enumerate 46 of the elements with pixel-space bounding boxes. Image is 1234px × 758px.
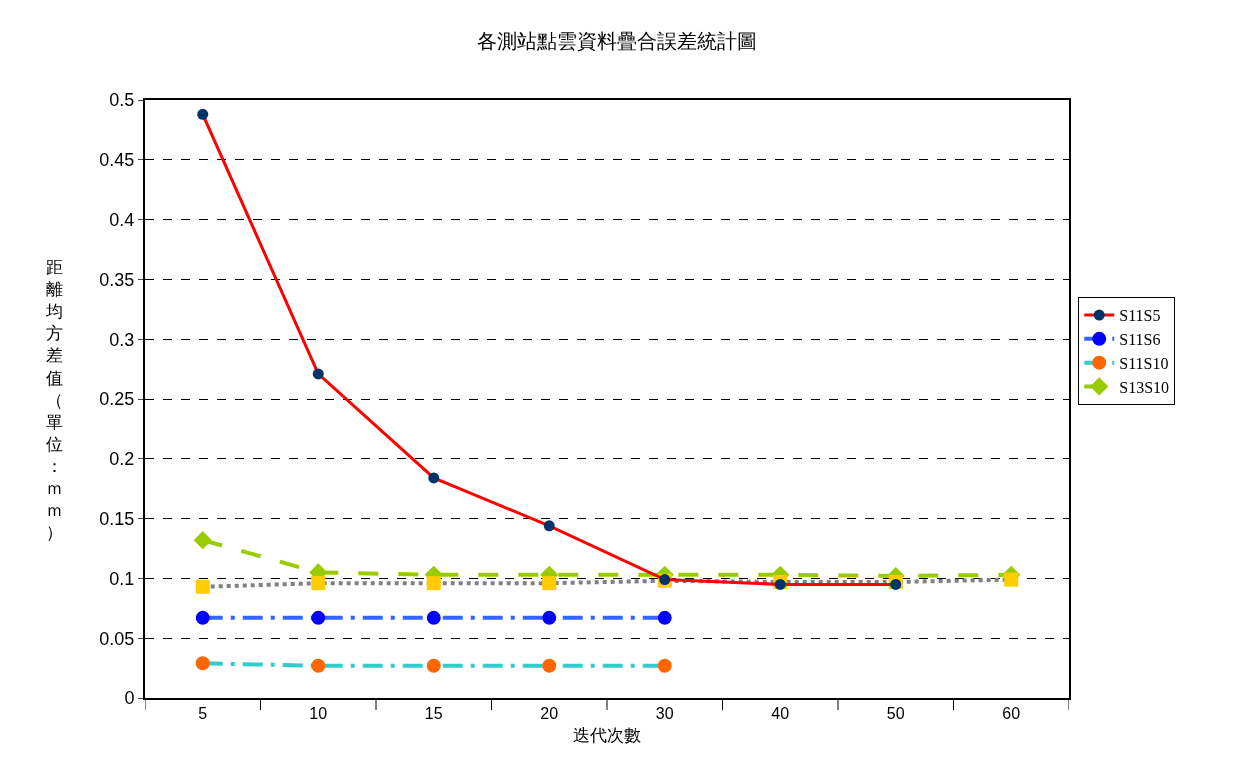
y-tick-label: 0.45 — [99, 150, 135, 171]
point — [195, 610, 210, 625]
y-tick-label: 0.2 — [109, 449, 135, 470]
point — [428, 472, 440, 484]
x-tick-label: 60 — [1002, 705, 1021, 723]
x-tick-label: 20 — [540, 705, 559, 723]
point — [426, 576, 441, 591]
x-tick-label: 10 — [309, 705, 328, 723]
y-tick-label: 0.4 — [109, 209, 135, 230]
chart-title: 各測站點雲資料疊合誤差統計圖 — [477, 29, 757, 54]
point — [311, 610, 326, 625]
legend-label: S11S5 — [1119, 307, 1161, 325]
y-tick-label: 0.05 — [99, 628, 135, 649]
text: 距離均方差值（單位：ｍｍ） — [46, 257, 63, 543]
x-tick-label: 50 — [886, 705, 905, 723]
point — [542, 658, 557, 673]
point — [195, 656, 210, 671]
point — [543, 520, 555, 532]
point — [312, 368, 324, 380]
y-tick-label: 0 — [124, 688, 135, 709]
point — [657, 610, 672, 625]
y-tick-label: 0.25 — [99, 389, 135, 410]
x-tick-label: 30 — [655, 705, 674, 723]
point — [195, 579, 210, 594]
y-tick-label: 0.5 — [109, 90, 135, 111]
point — [657, 658, 672, 673]
x-axis-title: 迭代次數 — [573, 725, 641, 746]
x-tick-label: 15 — [424, 705, 443, 723]
x-tick-label: 5 — [198, 705, 208, 723]
legend-label: S13S10 — [1119, 378, 1170, 396]
y-tick-label: 0.3 — [109, 329, 135, 350]
point — [542, 576, 557, 591]
y-tick-label: 0.15 — [99, 508, 135, 529]
point — [1004, 572, 1019, 587]
point — [197, 108, 209, 120]
point — [193, 531, 212, 550]
x-tick-label: 40 — [771, 705, 790, 723]
legend-label: S11S10 — [1119, 354, 1169, 372]
point — [311, 576, 326, 591]
point — [542, 610, 557, 625]
legend-label: S11S6 — [1119, 331, 1161, 349]
point — [311, 658, 326, 673]
y-tick-label: 0.35 — [99, 269, 135, 290]
point — [426, 658, 441, 673]
point — [426, 610, 441, 625]
y-tick-label: 0.1 — [109, 568, 135, 589]
